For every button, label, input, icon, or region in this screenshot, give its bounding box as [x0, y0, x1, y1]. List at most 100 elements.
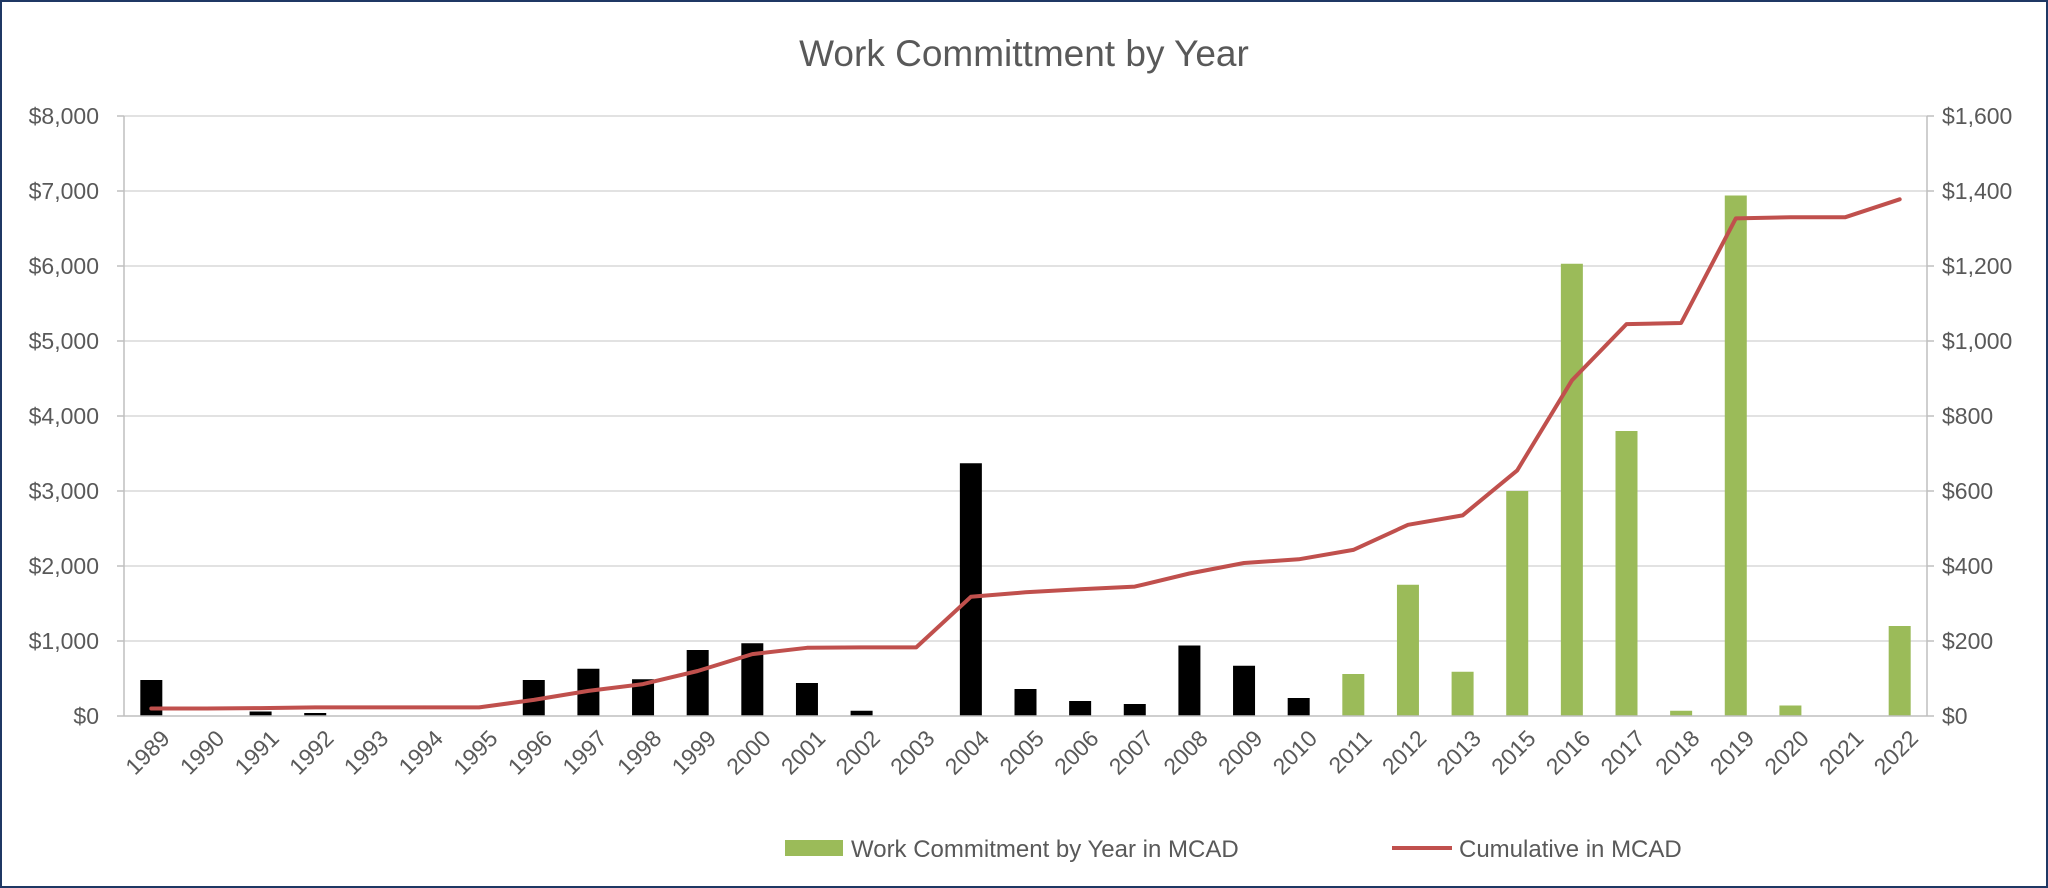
bar-2001	[795, 683, 818, 716]
x-tick-label: 2021	[1814, 725, 1869, 780]
line-point-2007	[1133, 585, 1137, 589]
x-tick-label: 2008	[1158, 725, 1213, 780]
line-point-2022	[1898, 197, 1902, 201]
x-tick-label: 2018	[1650, 725, 1705, 780]
x-tick-label: 2016	[1541, 725, 1596, 780]
line-point-1995	[477, 705, 481, 709]
x-tick-label: 2015	[1486, 725, 1541, 780]
x-tick-label: 2004	[940, 725, 995, 780]
line-point-2018	[1679, 321, 1683, 325]
line-point-1991	[259, 706, 263, 710]
bar-2011	[1342, 674, 1365, 716]
line-point-1989	[149, 707, 153, 710]
line-point-2008	[1187, 572, 1191, 575]
bar-1998	[632, 679, 655, 716]
line-point-2020	[1788, 215, 1792, 219]
x-tick-label: 1991	[229, 725, 284, 780]
line-point-2011	[1351, 548, 1355, 552]
y-right-tick-label: $1,400	[1942, 178, 2012, 204]
y-right-tick-label: $1,000	[1942, 328, 2012, 354]
x-tick-label: 1998	[612, 725, 667, 780]
line-point-1994	[423, 705, 426, 709]
bar-2012	[1396, 584, 1419, 716]
x-tick-label: 2000	[721, 725, 776, 780]
bars	[140, 195, 1911, 716]
x-tick-label: 2009	[1213, 725, 1268, 780]
line-point-2009	[1242, 561, 1246, 565]
bar-2015	[1506, 491, 1529, 716]
line-point-2010	[1297, 557, 1301, 561]
bar-2000	[741, 643, 764, 716]
y-right-tick-label: $400	[1942, 553, 1993, 579]
bar-2013	[1451, 671, 1474, 716]
line-point-2002	[860, 645, 864, 649]
y-left-tick-label: $8,000	[29, 103, 99, 129]
x-tick-label: 2006	[1049, 725, 1104, 780]
y-right-tick-label: $0	[1942, 703, 1968, 729]
y-left-tick-label: $3,000	[29, 478, 99, 504]
bar-2016	[1560, 263, 1583, 716]
bar-2018	[1670, 710, 1693, 716]
line-point-2021	[1843, 215, 1847, 219]
y-left-tick-label: $2,000	[29, 553, 99, 579]
line-point-2005	[1024, 590, 1027, 594]
line-point-2016	[1570, 378, 1574, 382]
bar-2008	[1178, 645, 1201, 716]
x-tick-label: 2007	[1104, 725, 1159, 780]
x-tick-label: 1993	[339, 725, 394, 780]
bar-2009	[1233, 665, 1256, 716]
x-tick-label: 2012	[1377, 725, 1432, 780]
bar-2022	[1888, 626, 1911, 716]
y-left-tick-label: $5,000	[29, 328, 99, 354]
bar-1999	[686, 650, 709, 716]
bar-2007	[1123, 704, 1146, 716]
y-left-tick-label: $6,000	[29, 253, 99, 279]
legend-label-bar: Work Commitment by Year in MCAD	[851, 836, 1239, 863]
line-point-2004	[969, 595, 973, 599]
legend-label-line: Cumulative in MCAD	[1459, 836, 1682, 863]
bar-1991	[249, 711, 272, 716]
x-tick-label: 2003	[885, 725, 940, 780]
left-axis: $0 $1,000 $2,000 $3,000 $4,000 $5,000 $6,000 $7…	[29, 103, 125, 729]
bar-2017	[1615, 431, 1638, 716]
line-point-2003	[914, 645, 918, 649]
bar-2020	[1779, 705, 1802, 716]
y-right-tick-label: $800	[1942, 403, 1993, 429]
x-tick-label: 1994	[393, 725, 448, 780]
x-tick-label: 1997	[557, 725, 612, 780]
y-left-tick-label: $4,000	[29, 403, 99, 429]
line-point-2019	[1734, 216, 1738, 220]
x-tick-label: 1995	[448, 725, 503, 780]
line-point-1998	[641, 682, 645, 686]
y-left-tick-label: $7,000	[29, 178, 99, 204]
x-tick-label: 1990	[175, 725, 230, 780]
x-tick-label: 2005	[994, 725, 1049, 780]
x-tick-label: 1992	[284, 725, 339, 780]
cumulative-line	[149, 197, 1902, 711]
bar-2005	[1014, 689, 1037, 716]
x-tick-label: 2001	[776, 725, 831, 780]
x-tick-label: 2013	[1431, 725, 1486, 780]
line-point-1992	[313, 705, 317, 709]
x-tick-label: 1999	[667, 725, 722, 780]
bar-2006	[1069, 701, 1092, 716]
y-right-tick-label: $1,600	[1942, 103, 2012, 129]
y-right-tick-label: $1,200	[1942, 253, 2012, 279]
bar-2004	[959, 463, 982, 716]
y-right-tick-label: $600	[1942, 478, 1993, 504]
right-axis: $0 $200 $400 $600 $800 $1,000 $1,200 $1,400 $1,6…	[1926, 103, 2012, 729]
legend-swatch-bar	[785, 840, 843, 856]
x-tick-label: 2022	[1869, 725, 1924, 780]
line-point-1990	[204, 707, 208, 710]
x-tick-label: 2011	[1323, 725, 1376, 778]
x-tick-label: 2017	[1595, 725, 1650, 780]
x-tick-label: 2002	[830, 725, 885, 780]
legend: Work Commitment by Year in MCAD Cumulati…	[785, 836, 1682, 863]
x-tick-label: 2020	[1759, 725, 1814, 780]
chart-title: Work Committment by Year	[799, 33, 1249, 74]
x-tick-label: 2019	[1705, 725, 1760, 780]
line-point-1999	[696, 669, 700, 673]
line-point-1997	[586, 689, 590, 693]
